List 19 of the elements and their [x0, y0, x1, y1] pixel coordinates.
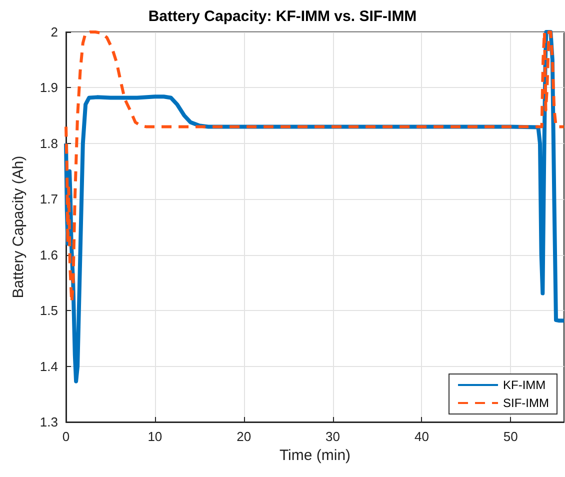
y-tick-label: 1.5: [40, 303, 58, 318]
y-tick-label: 1.8: [40, 136, 58, 151]
legend-label: KF-IMM: [503, 378, 546, 392]
x-tick-label: 0: [62, 429, 70, 444]
x-tick-label: 20: [236, 429, 252, 444]
x-tick-label: 40: [414, 429, 429, 444]
x-tick-label: 30: [326, 429, 340, 444]
legend-label: SIF-IMM: [503, 396, 550, 410]
chart-title: Battery Capacity: KF-IMM vs. SIF-IMM: [148, 8, 417, 25]
y-tick-label: 1.4: [40, 358, 58, 374]
y-tick-label: 2: [50, 24, 58, 40]
x-axis-title: Time (min): [279, 446, 351, 464]
y-tick-label: 1.6: [40, 247, 58, 262]
x-tick-label: 10: [148, 429, 162, 444]
y-axis-title: Battery Capacity (Ah): [10, 156, 27, 298]
y-tick-label: 1.9: [40, 80, 58, 96]
x-tick-label: 50: [503, 429, 518, 444]
y-tick-label: 1.7: [40, 192, 58, 207]
y-tick-label: 1.3: [40, 414, 58, 430]
